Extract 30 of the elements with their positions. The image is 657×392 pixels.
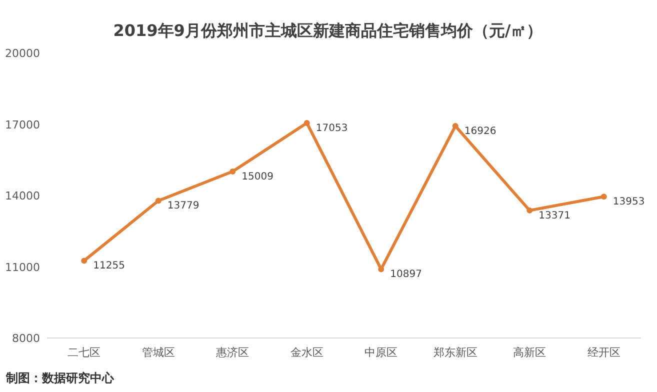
chart-title: 2019年9月份郑州市主城区新建商品住宅销售均价（元/㎡） (113, 21, 543, 40)
y-tick-label: 8000 (12, 332, 40, 345)
x-tick-label: 经开区 (587, 346, 620, 359)
data-label: 13779 (167, 200, 200, 212)
y-tick-label: 11000 (5, 260, 40, 274)
y-tick-label: 17000 (5, 118, 40, 132)
data-label: 17053 (316, 122, 348, 134)
text: 制图：数据研究中心 (5, 371, 115, 385)
data-label: 10897 (390, 269, 422, 280)
data-label: 15009 (242, 172, 274, 183)
x-tick-label: 金水区 (290, 346, 324, 359)
x-tick-label: 惠济区 (215, 346, 250, 359)
data-label: 13953 (612, 196, 645, 208)
point (81, 258, 88, 264)
x-tick-label: 中原区 (364, 346, 398, 359)
point (526, 207, 533, 214)
point (155, 198, 162, 204)
point (304, 120, 310, 126)
point (230, 168, 236, 175)
point (600, 194, 607, 200)
y-tick-label: 14000 (5, 190, 40, 202)
y-tick-label: 20000 (5, 47, 40, 60)
data-label: 11255 (93, 260, 125, 272)
x-tick-label: 高新区 (513, 346, 546, 359)
x-tick-label: 郑东新区 (433, 346, 478, 359)
x-tick-label: 二七区 (68, 346, 101, 359)
x-tick-label: 管城区 (142, 346, 175, 359)
data-label: 13371 (538, 210, 570, 222)
point (452, 123, 458, 130)
data-label: 16926 (464, 126, 496, 138)
